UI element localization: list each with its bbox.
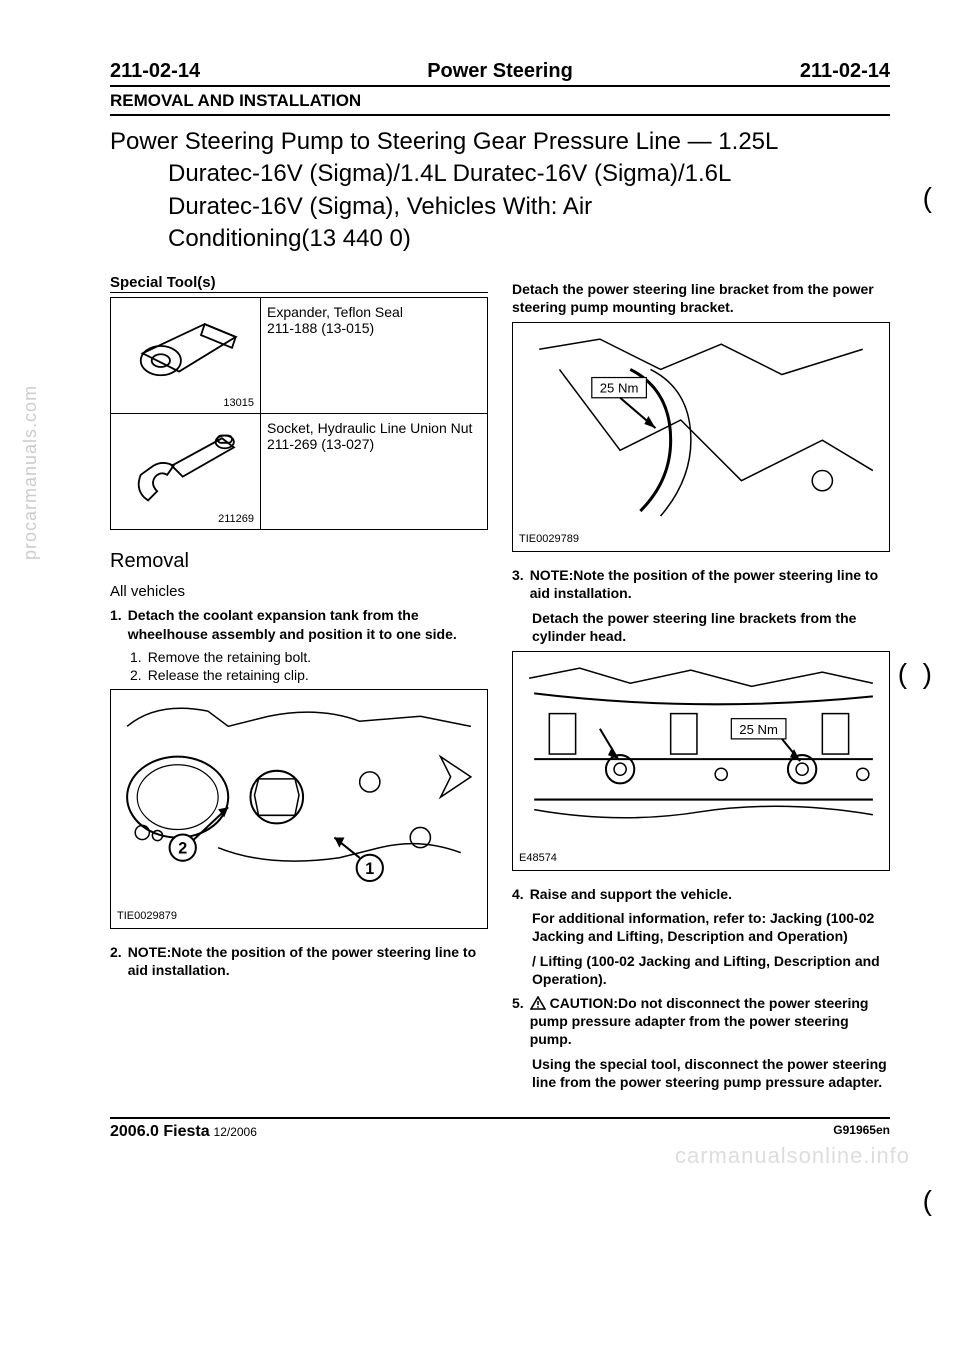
figure-id: TIE0029879 <box>117 910 481 922</box>
figure-bracket: 25 Nm TIE0029789 <box>512 322 890 552</box>
step-5b: Using the special tool, disconnect the p… <box>532 1055 890 1091</box>
figure-id: E48574 <box>519 852 883 864</box>
header-right: 211-02-14 <box>800 60 890 83</box>
svg-text:1: 1 <box>365 860 374 878</box>
tool-id-2: 211269 <box>218 513 254 525</box>
section-title: REMOVAL AND INSTALLATION <box>110 87 890 116</box>
header-center: Power Steering <box>427 60 573 83</box>
expander-icon <box>117 304 254 404</box>
step-num: 2. <box>110 943 122 979</box>
title-line4: Conditioning(13 440 0) <box>110 223 890 255</box>
margin-paren-1: ( <box>923 182 932 214</box>
footer-left: 2006.0 Fiesta 12/2006 <box>110 1123 257 1141</box>
step-1-2: 2. Release the retaining clip. <box>130 667 488 683</box>
substep-text: Remove the retaining bolt. <box>148 649 311 665</box>
margin-paren-2: ( ) <box>898 658 932 690</box>
footer-model: 2006.0 Fiesta <box>110 1123 210 1140</box>
caution-text: CAUTION:Do not disconnect the power stee… <box>530 995 869 1047</box>
watermark-bottom: carmanualsonline.info <box>675 1143 910 1169</box>
step-3-detail: Detach the power steering line brackets … <box>532 609 890 645</box>
title-line1: Power Steering Pump to Steering Gear Pre… <box>110 128 778 155</box>
footer-right: G91965en <box>833 1123 890 1141</box>
left-column: Special Tool(s) 13015 Expander, Teflon S… <box>110 274 488 1097</box>
step-text: Raise and support the vehicle. <box>530 885 890 903</box>
step-text: Detach the coolant expansion tank from t… <box>128 606 488 642</box>
substep-num: 2. <box>130 667 142 683</box>
caution-icon <box>530 996 546 1010</box>
margin-paren-3: ( <box>923 1185 932 1217</box>
step-4: 4. Raise and support the vehicle. <box>512 885 890 903</box>
footer-date: 12/2006 <box>214 1125 257 1139</box>
substep-text: Release the retaining clip. <box>148 667 309 683</box>
tool-image-2: 211269 <box>111 414 261 530</box>
step-num: 5. <box>512 994 524 1049</box>
tool-desc-1: Expander, Teflon Seal 211-188 (13-015) <box>261 297 488 413</box>
socket-icon <box>117 420 254 520</box>
svg-text:2: 2 <box>178 840 187 858</box>
step-text: NOTE:Note the position of the power stee… <box>128 943 488 979</box>
step-1: 1. Detach the coolant expansion tank fro… <box>110 606 488 642</box>
tool-id-1: 13015 <box>223 397 254 409</box>
special-tools-table: 13015 Expander, Teflon Seal 211-188 (13-… <box>110 297 488 531</box>
tools-heading: Special Tool(s) <box>110 274 488 293</box>
step-1-1: 1. Remove the retaining bolt. <box>130 649 488 665</box>
title-line3: Duratec-16V (Sigma), Vehicles With: Air <box>110 191 890 223</box>
right-column: Detach the power steering line bracket f… <box>512 274 890 1097</box>
substep-num: 1. <box>130 649 142 665</box>
step-4a: For additional information, refer to: Ja… <box>532 909 890 945</box>
step-num: 3. <box>512 566 524 602</box>
step-5: 5. CAUTION:Do not disconnect the power s… <box>512 994 890 1049</box>
step-text: NOTE:Note the position of the power stee… <box>530 566 890 602</box>
tool-desc-2: Socket, Hydraulic Line Union Nut 211-269… <box>261 414 488 530</box>
all-vehicles-heading: All vehicles <box>110 583 488 600</box>
torque-label-1: 25 Nm <box>600 381 639 396</box>
title-line2: Duratec-16V (Sigma)/1.4L Duratec-16V (Si… <box>110 158 890 190</box>
figure-cylinder-head: 25 Nm E48574 <box>512 651 890 871</box>
right-intro: Detach the power steering line bracket f… <box>512 280 890 316</box>
tool-image-1: 13015 <box>111 297 261 413</box>
procedure-title: Power Steering Pump to Steering Gear Pre… <box>110 126 890 256</box>
step-4b: / Lifting (100-02 Jacking and Lifting, D… <box>532 952 890 988</box>
step-3: 3. NOTE:Note the position of the power s… <box>512 566 890 602</box>
page-header: 211-02-14 Power Steering 211-02-14 <box>110 60 890 87</box>
removal-heading: Removal <box>110 550 488 573</box>
step-num: 4. <box>512 885 524 903</box>
page-footer: 2006.0 Fiesta 12/2006 G91965en <box>110 1117 890 1141</box>
watermark-left: procarmanuals.com <box>20 385 41 560</box>
figure-coolant-tank: 2 1 TIE0029879 <box>110 689 488 929</box>
step-2: 2. NOTE:Note the position of the power s… <box>110 943 488 979</box>
step-num: 1. <box>110 606 122 642</box>
step-text: CAUTION:Do not disconnect the power stee… <box>530 994 890 1049</box>
header-left: 211-02-14 <box>110 60 200 83</box>
figure-id: TIE0029789 <box>519 533 883 545</box>
torque-label-2: 25 Nm <box>739 722 778 737</box>
